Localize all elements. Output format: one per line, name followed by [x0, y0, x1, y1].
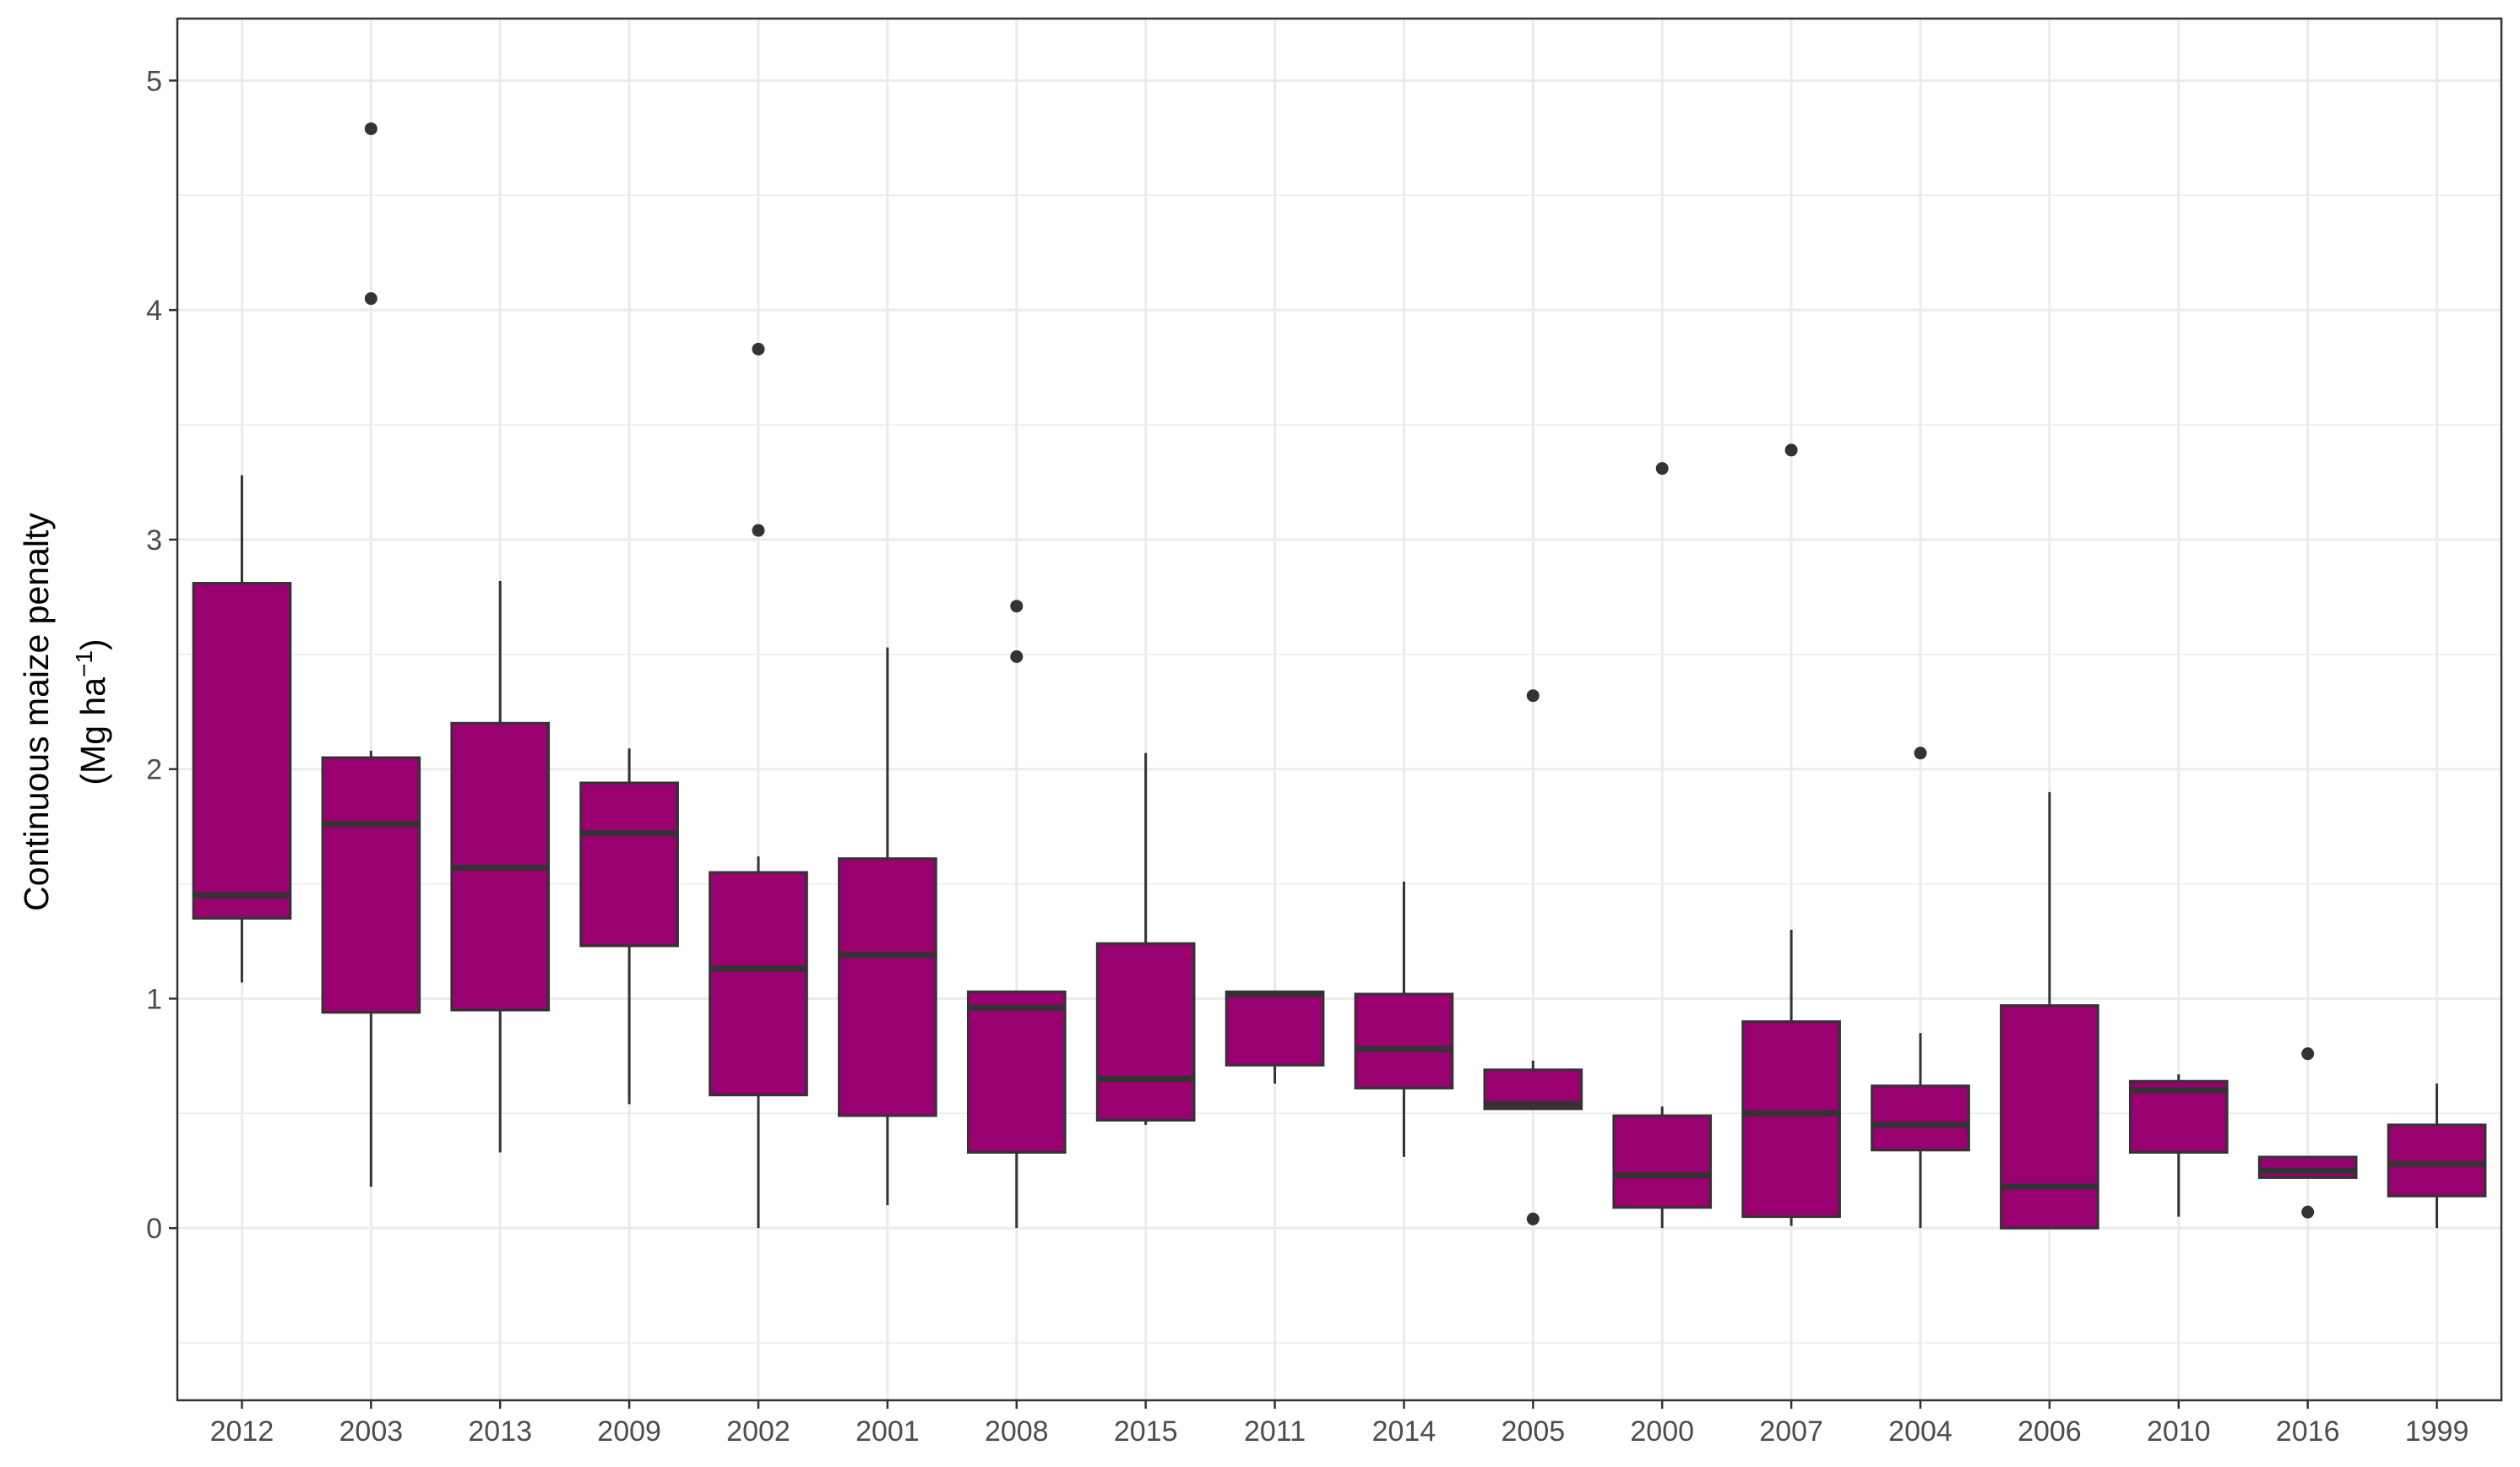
y-tick-label: 4: [146, 295, 162, 327]
outlier-point: [2301, 1205, 2315, 1219]
x-tick-label: 2008: [985, 1415, 1049, 1448]
outlier-point: [364, 292, 377, 306]
outlier-point: [1914, 747, 1927, 760]
y-tick-label: 5: [146, 65, 162, 97]
outlier-point: [1010, 649, 1024, 663]
box-2004: [1871, 1084, 1970, 1152]
x-tick-label: 2002: [726, 1415, 790, 1448]
box-2011: [1225, 990, 1325, 1067]
outlier-point: [364, 122, 377, 135]
y-axis-title-line1: Continuous maize penalty: [17, 513, 56, 911]
box-2008: [966, 990, 1067, 1154]
box-2006: [2000, 1004, 2099, 1230]
box-2003: [321, 756, 421, 1014]
x-tick-label: 2003: [339, 1415, 404, 1448]
outlier-point: [752, 524, 765, 537]
x-tick-label: 2005: [1502, 1415, 1566, 1448]
plot-panel: 0 1 2 3 4 5 2012 2003 2013 2009 2002 2001 2008 2015 20…: [146, 17, 2503, 1448]
x-tick-label: 2012: [210, 1415, 274, 1448]
outlier-point: [2301, 1047, 2315, 1061]
box-2007: [1741, 1020, 1841, 1219]
y-axis-title: Continuous maize penalty (Mg ha−1): [17, 513, 112, 911]
y-tick-label: 3: [146, 524, 162, 557]
x-tick-label: 2000: [1630, 1415, 1694, 1448]
x-tick-label: 2007: [1759, 1415, 1823, 1448]
box-2009: [579, 781, 679, 948]
outlier-point: [1655, 462, 1669, 475]
x-tick-label: 2004: [1888, 1415, 1952, 1448]
outlier-point: [1784, 443, 1798, 457]
x-tick-label: 2014: [1372, 1415, 1437, 1448]
y-axis-unit-prefix: (Mg ha: [73, 677, 112, 785]
box-2012: [192, 582, 292, 920]
y-tick-label: 1: [146, 983, 162, 1015]
outlier-point: [1010, 600, 1024, 613]
outlier-point: [1526, 689, 1540, 703]
box-2014: [1354, 992, 1454, 1089]
box-2015: [1095, 942, 1196, 1122]
x-tick-label: 2001: [855, 1415, 920, 1448]
y-axis-title-line2: (Mg ha−1): [71, 638, 113, 785]
box-2002: [709, 871, 808, 1097]
x-tick-label: 1999: [2405, 1415, 2469, 1448]
x-tick-label: 2016: [2276, 1415, 2340, 1448]
x-tick-label: 2011: [1244, 1415, 1306, 1448]
y-tick-label: 0: [146, 1213, 162, 1245]
y-axis-unit-suffix: ): [73, 638, 112, 650]
box-2001: [838, 857, 937, 1117]
outlier-point: [1526, 1212, 1540, 1225]
x-tick-label: 2015: [1114, 1415, 1178, 1448]
panel-border: [176, 17, 2503, 1402]
outlier-point: [752, 342, 765, 356]
box-2000: [1612, 1114, 1713, 1209]
x-tick-label: 2010: [2147, 1415, 2211, 1448]
x-tick-label: 2013: [468, 1415, 532, 1448]
box-1999: [2387, 1123, 2487, 1198]
box-2016: [2257, 1155, 2358, 1179]
y-tick-label: 2: [146, 754, 162, 786]
x-tick-label: 2009: [597, 1415, 661, 1448]
x-tick-label: 2006: [2018, 1415, 2082, 1448]
y-axis-unit-superscript: −1: [71, 650, 97, 677]
